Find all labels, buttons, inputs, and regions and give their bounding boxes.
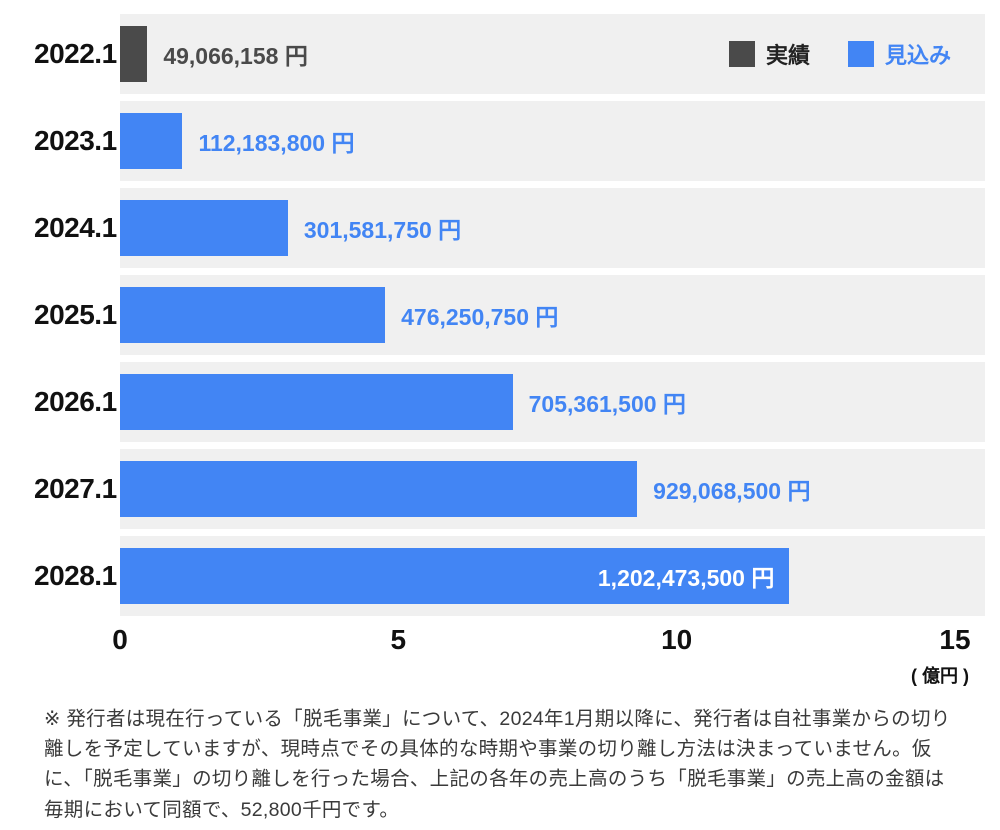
value-label-2024-1: 301,581,750 円: [303, 217, 462, 243]
chart-row-2027-1: 2027.1 929,068,500 円: [0, 449, 1000, 529]
row-track-2022-1: 49,066,158 円 実績 見込み: [120, 14, 985, 94]
row-track-2023-1: 112,183,800 円: [120, 101, 985, 181]
bar-2026-1: [120, 374, 513, 430]
category-label-2027-1: 2027.1: [34, 473, 117, 504]
x-tick-15: 15: [939, 624, 971, 655]
category-label-2023-1: 2023.1: [34, 125, 117, 156]
bar-scale-area: 929,068,500 円: [120, 449, 955, 529]
value-label-2026-1: 705,361,500 円: [528, 391, 686, 417]
bar-scale-area: 705,361,500 円: [120, 362, 955, 442]
chart-row-2025-1: 2025.1 476,250,750 円: [0, 275, 1000, 355]
bar-2024-1: [120, 200, 288, 256]
chart-row-2022-1: 2022.1 49,066,158 円 実績 見込み: [0, 14, 1000, 94]
row-track-2024-1: 301,581,750 円: [120, 188, 985, 268]
category-label-2022-1: 2022.1: [34, 38, 117, 69]
category-label-2026-1: 2026.1: [34, 386, 117, 417]
category-label-2028-1: 2028.1: [34, 560, 117, 591]
category-label-2024-1: 2024.1: [34, 212, 117, 243]
value-label-2023-1: 112,183,800 円: [198, 130, 355, 156]
bar-scale-area: 49,066,158 円: [120, 14, 955, 94]
legend: 実績 見込み: [728, 38, 951, 70]
category-label-2025-1: 2025.1: [34, 299, 117, 330]
legend-swatch-forecast: [847, 41, 874, 67]
x-tick-5: 5: [390, 624, 407, 655]
chart-row-2023-1: 2023.1 112,183,800 円: [0, 101, 1000, 181]
legend-label-actual: 実績: [765, 43, 810, 68]
footnote: ※ 発行者は現在行っている「脱毛事業」について、2024年1月期以降に、発行者は…: [44, 708, 951, 821]
chart-rows: 2022.1 49,066,158 円 実績 見込み: [0, 14, 1000, 616]
chart-row-2028-1: 2028.1 1,202,473,500 円: [0, 536, 1000, 616]
value-label-2028-1: 1,202,473,500 円: [597, 565, 775, 591]
bar-scale-area: 112,183,800 円: [120, 101, 955, 181]
bar-2023-1: [120, 113, 183, 169]
chart-row-2024-1: 2024.1 301,581,750 円: [0, 188, 1000, 268]
row-track-2028-1: 1,202,473,500 円: [120, 536, 985, 616]
legend-item-actual: 実績: [728, 38, 810, 70]
bar-scale-area: 1,202,473,500 円: [120, 536, 955, 616]
bar-2027-1: [120, 461, 638, 517]
bar-scale-area: 476,250,750 円: [120, 275, 955, 355]
x-tick-0: 0: [112, 624, 128, 655]
x-tick-10: 10: [661, 624, 693, 655]
row-track-2026-1: 705,361,500 円: [120, 362, 985, 442]
row-track-2025-1: 476,250,750 円: [120, 275, 985, 355]
row-track-2027-1: 929,068,500 円: [120, 449, 985, 529]
value-label-2025-1: 476,250,750 円: [401, 304, 559, 330]
legend-item-forecast: 見込み: [847, 38, 951, 70]
value-label-2027-1: 929,068,500 円: [653, 478, 811, 504]
bar-scale-area: 301,581,750 円: [120, 188, 955, 268]
x-axis-unit-label: ( 億円 ): [911, 666, 969, 686]
legend-label-forecast: 見込み: [884, 43, 951, 68]
chart-row-2026-1: 2026.1 705,361,500 円: [0, 362, 1000, 442]
bar-2028-1: 1,202,473,500 円: [120, 548, 790, 604]
bar-2022-1: [120, 26, 148, 82]
value-label-2022-1: 49,066,158 円: [163, 43, 308, 69]
bar-2025-1: [120, 287, 386, 343]
legend-swatch-actual: [728, 41, 755, 67]
x-axis: 0 5 10 15 ( 億円 ): [112, 624, 970, 698]
